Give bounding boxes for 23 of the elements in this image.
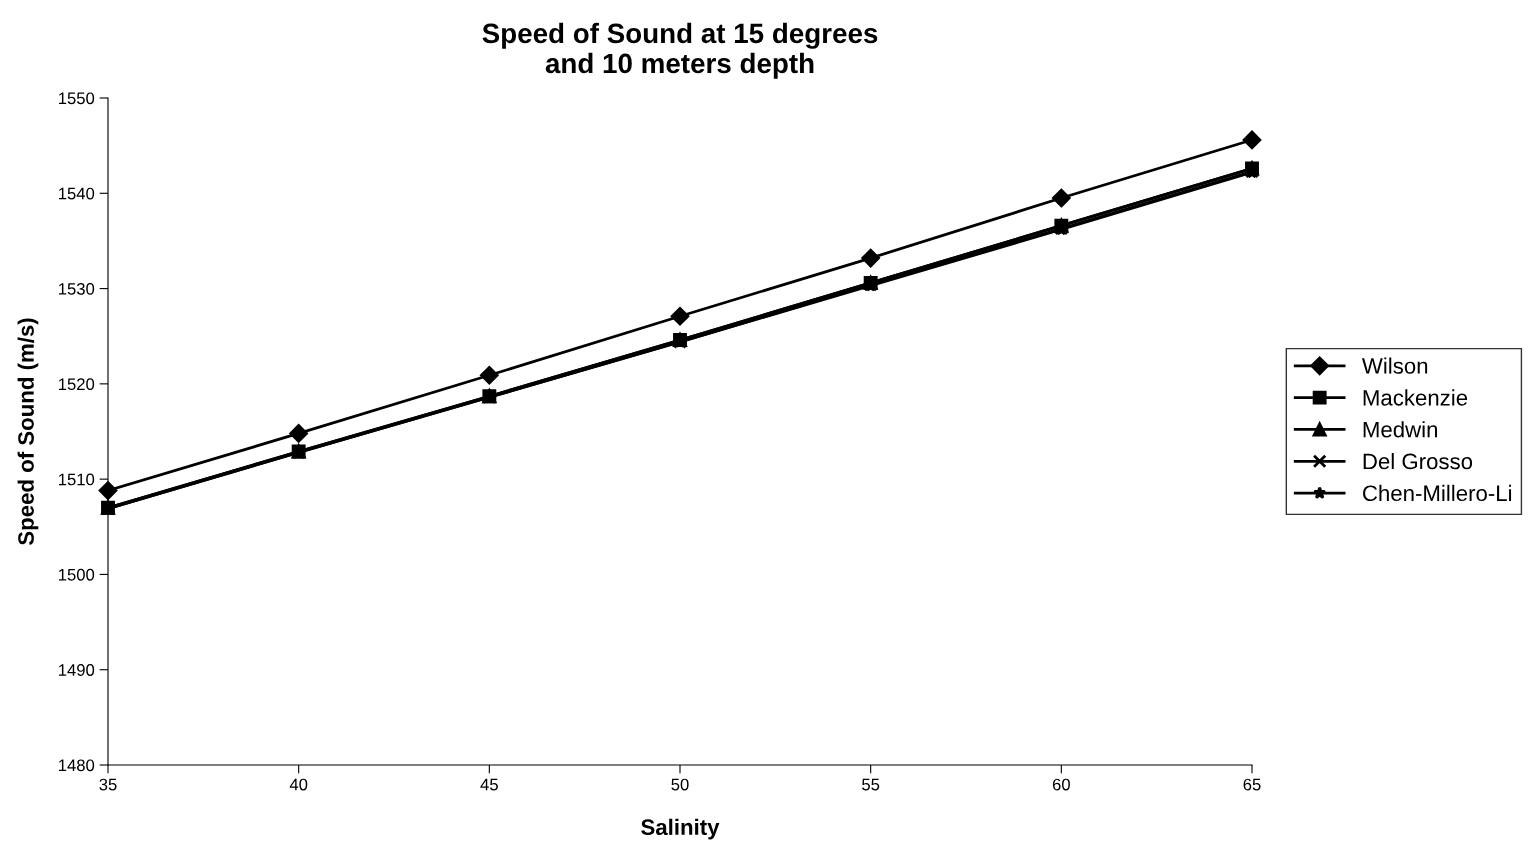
- x-tick-label: 45: [480, 778, 498, 791]
- legend-label: Del Grosso: [1363, 452, 1473, 470]
- y-tick-label: 1500: [59, 568, 95, 581]
- x-tick-label: 60: [1052, 778, 1070, 791]
- chart-title: Speed of Sound at 15 degrees and 10 meters depth: [482, 22, 878, 79]
- x-tick-label: 55: [862, 778, 880, 791]
- y-tick-label: 1480: [59, 759, 95, 772]
- x-tick-label: 40: [289, 778, 308, 791]
- legend-label: Chen-Millero-Li: [1363, 484, 1512, 502]
- y-tick-label: 1530: [59, 282, 95, 295]
- x-axis-title: Salinity: [641, 818, 720, 840]
- y-tick-label: 1540: [59, 187, 95, 200]
- x-tick-label: 50: [671, 778, 689, 791]
- legend-label: Mackenzie: [1363, 389, 1468, 406]
- y-tick-label: 1520: [59, 378, 95, 391]
- y-axis-title: Speed of Sound (m/s): [17, 318, 39, 546]
- y-tick-label: 1510: [59, 473, 95, 486]
- x-tick-label: 65: [1243, 778, 1261, 791]
- legend-label: Medwin: [1363, 421, 1438, 438]
- legend-label: Wilson: [1361, 357, 1428, 374]
- y-tick-label: 1490: [59, 664, 95, 676]
- x-tick-label: 35: [99, 778, 117, 791]
- y-tick-label: 1550: [59, 92, 95, 105]
